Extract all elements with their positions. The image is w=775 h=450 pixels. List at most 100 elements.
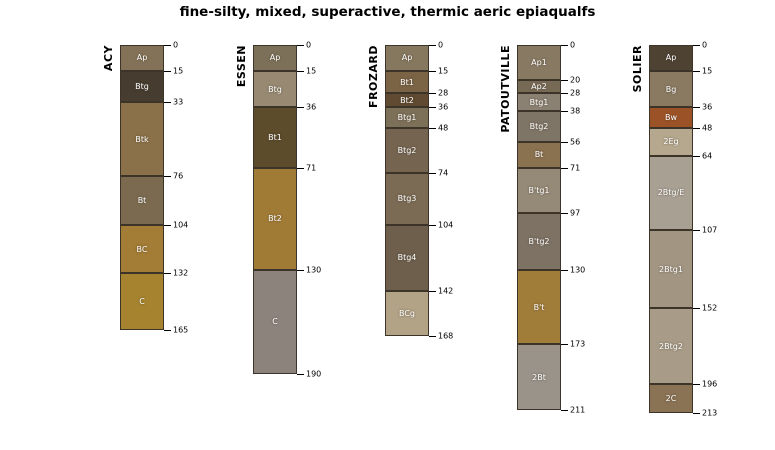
- horizon-label: Bg: [665, 84, 677, 94]
- depth-label: 71: [306, 163, 317, 173]
- depth-tick: [297, 373, 304, 375]
- depth-tick: [429, 93, 436, 95]
- horizon-segment: 2Eg: [649, 128, 693, 156]
- depth-tick: [693, 70, 700, 72]
- depth-label: 33: [173, 97, 184, 107]
- depth-tick: [297, 167, 304, 169]
- horizon-segment: Btg3: [385, 173, 429, 225]
- depth-label: 74: [438, 168, 449, 178]
- depth-label: 0: [173, 40, 179, 50]
- horizon-label: 2C: [665, 394, 677, 404]
- profile-name: SOLIER: [631, 45, 644, 93]
- depth-tick: [693, 413, 700, 415]
- horizon-segment: Bt2: [385, 93, 429, 108]
- depth-label: 38: [570, 106, 581, 116]
- depth-label: 48: [702, 123, 713, 133]
- depth-tick: [429, 70, 436, 72]
- depth-tick: [164, 224, 171, 226]
- horizon-segment: Ap: [385, 45, 429, 71]
- horizon-label: Btg4: [397, 253, 417, 263]
- depth-tick: [164, 330, 171, 332]
- horizon-segment: Ap: [253, 45, 297, 71]
- chart-title: fine-silty, mixed, superactive, thermic …: [179, 4, 596, 20]
- horizon-label: Ap: [269, 53, 281, 63]
- horizon-label: Bt1: [400, 77, 414, 87]
- horizon-label: BC: [136, 244, 148, 254]
- depth-label: 107: [702, 225, 718, 235]
- horizon-segment: Btg2: [517, 110, 561, 142]
- depth-label: 15: [438, 66, 449, 76]
- depth-tick: [693, 128, 700, 130]
- depth-tick: [429, 45, 436, 46]
- depth-tick: [164, 45, 171, 46]
- depth-tick: [429, 290, 436, 292]
- depth-label: 173: [570, 339, 586, 349]
- horizon-label: 2Btg1: [659, 264, 683, 274]
- profile-name: PATOUTVILLE: [499, 45, 512, 133]
- horizon-label: Btg: [135, 82, 149, 91]
- horizon-segment: B't: [517, 269, 561, 345]
- horizon-segment: BCg: [385, 290, 429, 336]
- depth-tick: [561, 79, 568, 81]
- depth-tick: [561, 45, 568, 46]
- depth-tick: [693, 307, 700, 309]
- horizon-segment: Bg: [649, 70, 693, 108]
- depth-tick: [429, 335, 436, 337]
- depth-label: 130: [570, 265, 586, 275]
- depth-label: 15: [702, 66, 713, 76]
- horizon-segment: C: [253, 269, 297, 374]
- depth-label: 0: [306, 40, 312, 50]
- depth-label: 190: [306, 369, 322, 379]
- horizon-label: Bt2: [268, 214, 282, 224]
- horizon-segment: Bt: [517, 141, 561, 168]
- horizon-segment: 2Btg1: [649, 230, 693, 308]
- depth-tick: [693, 230, 700, 232]
- depth-label: 104: [173, 220, 189, 230]
- depth-label: 132: [173, 268, 189, 278]
- depth-label: 28: [570, 88, 581, 98]
- horizon-label: 2Bt: [532, 372, 546, 382]
- depth-tick: [561, 110, 568, 112]
- depth-tick: [561, 167, 568, 169]
- depth-label: 56: [570, 137, 581, 147]
- horizon-segment: Btg2: [385, 128, 429, 173]
- depth-tick: [561, 410, 568, 412]
- depth-label: 20: [570, 75, 581, 85]
- horizon-segment: Btg: [120, 70, 164, 103]
- depth-tick: [164, 102, 171, 104]
- horizon-segment: C: [120, 273, 164, 331]
- depth-label: 36: [306, 102, 317, 112]
- depth-label: 152: [702, 303, 718, 313]
- horizon-segment: Bt1: [253, 107, 297, 168]
- horizon-segment: Ap: [649, 45, 693, 71]
- horizon-segment: Ap: [120, 45, 164, 71]
- horizon-segment: Ap1: [517, 45, 561, 80]
- horizon-label: 2Btg/E: [657, 188, 685, 198]
- depth-label: 130: [306, 265, 322, 275]
- depth-label: 71: [570, 163, 581, 173]
- depth-tick: [693, 384, 700, 386]
- horizon-segment: Ap2: [517, 79, 561, 94]
- horizon-segment: Bt: [120, 176, 164, 225]
- horizon-label: C: [139, 297, 145, 307]
- depth-label: 0: [702, 40, 708, 50]
- horizon-label: Bt: [534, 150, 544, 160]
- horizon-label: Btg3: [397, 194, 417, 204]
- depth-label: 64: [702, 151, 713, 161]
- depth-label: 36: [438, 102, 449, 112]
- horizon-label: Bw: [664, 113, 678, 123]
- depth-tick: [429, 173, 436, 175]
- depth-label: 165: [173, 325, 189, 335]
- depth-label: 28: [438, 88, 449, 98]
- horizon-segment: B'tg1: [517, 167, 561, 213]
- depth-tick: [164, 273, 171, 275]
- depth-tick: [561, 269, 568, 271]
- horizon-segment: 2Btg/E: [649, 155, 693, 231]
- horizon-segment: 2Bt: [517, 344, 561, 411]
- horizon-label: Ap: [401, 53, 413, 63]
- depth-tick: [693, 45, 700, 46]
- horizon-segment: B'tg2: [517, 212, 561, 270]
- horizon-label: 2Btg2: [659, 341, 683, 351]
- depth-label: 36: [702, 102, 713, 112]
